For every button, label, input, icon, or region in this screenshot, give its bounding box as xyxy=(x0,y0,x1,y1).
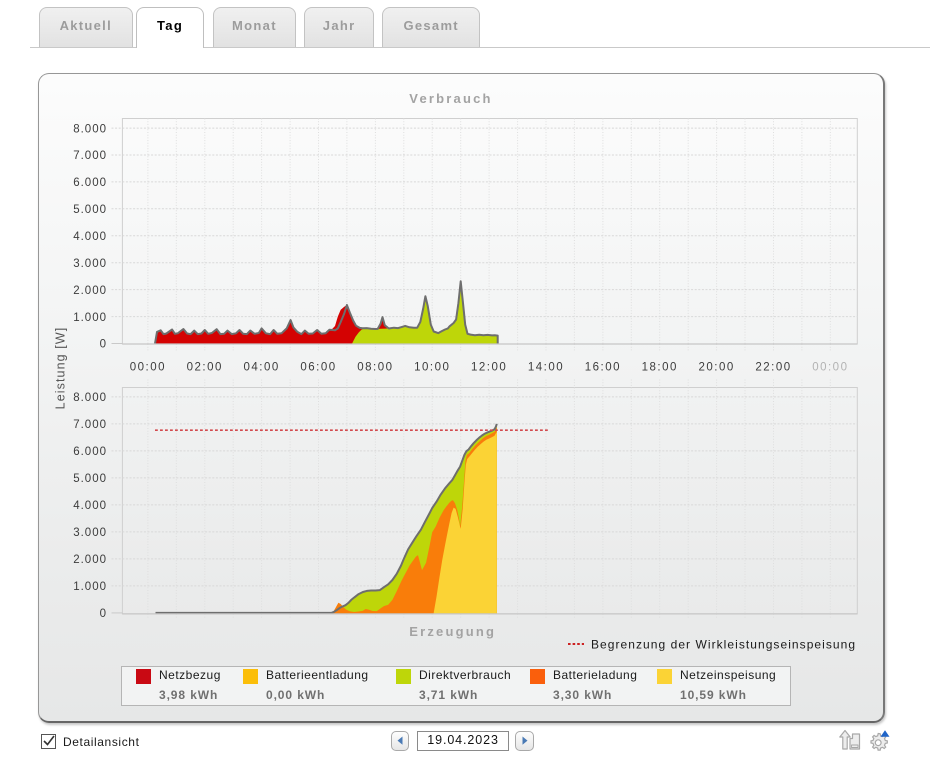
svg-text:8.000: 8.000 xyxy=(73,392,107,404)
svg-text:04:00: 04:00 xyxy=(243,362,279,374)
svg-text:7.000: 7.000 xyxy=(73,150,107,162)
svg-text:7.000: 7.000 xyxy=(73,419,107,431)
svg-text:3.000: 3.000 xyxy=(73,258,107,270)
svg-text:0: 0 xyxy=(100,608,107,620)
svg-text:0: 0 xyxy=(100,339,107,351)
svg-text:1.000: 1.000 xyxy=(73,312,107,324)
svg-text:6.000: 6.000 xyxy=(73,177,107,189)
svg-text:14:00: 14:00 xyxy=(528,362,564,374)
svg-text:4.000: 4.000 xyxy=(73,500,107,512)
svg-text:8.000: 8.000 xyxy=(73,123,107,135)
svg-text:5.000: 5.000 xyxy=(73,473,107,485)
svg-text:5.000: 5.000 xyxy=(73,204,107,216)
svg-text:08:00: 08:00 xyxy=(357,362,393,374)
svg-text:06:00: 06:00 xyxy=(300,362,336,374)
svg-text:12:00: 12:00 xyxy=(471,362,507,374)
svg-text:00:00: 00:00 xyxy=(812,362,848,374)
svg-text:00:00: 00:00 xyxy=(130,362,166,374)
svg-text:Verbrauch: Verbrauch xyxy=(409,91,492,106)
svg-text:22:00: 22:00 xyxy=(755,362,791,374)
svg-text:6.000: 6.000 xyxy=(73,446,107,458)
svg-text:2.000: 2.000 xyxy=(73,554,107,566)
svg-text:1.000: 1.000 xyxy=(73,581,107,593)
svg-text:02:00: 02:00 xyxy=(187,362,223,374)
svg-text:3.000: 3.000 xyxy=(73,527,107,539)
svg-text:16:00: 16:00 xyxy=(585,362,621,374)
svg-text:18:00: 18:00 xyxy=(642,362,678,374)
svg-text:4.000: 4.000 xyxy=(73,231,107,243)
svg-text:2.000: 2.000 xyxy=(73,285,107,297)
svg-text:10:00: 10:00 xyxy=(414,362,450,374)
svg-text:Leistung [W]: Leistung [W] xyxy=(54,327,68,410)
svg-text:Begrenzung der Wirkleistungsei: Begrenzung der Wirkleistungseinspeisung xyxy=(591,638,856,652)
svg-text:Erzeugung: Erzeugung xyxy=(409,624,496,639)
svg-text:20:00: 20:00 xyxy=(698,362,734,374)
